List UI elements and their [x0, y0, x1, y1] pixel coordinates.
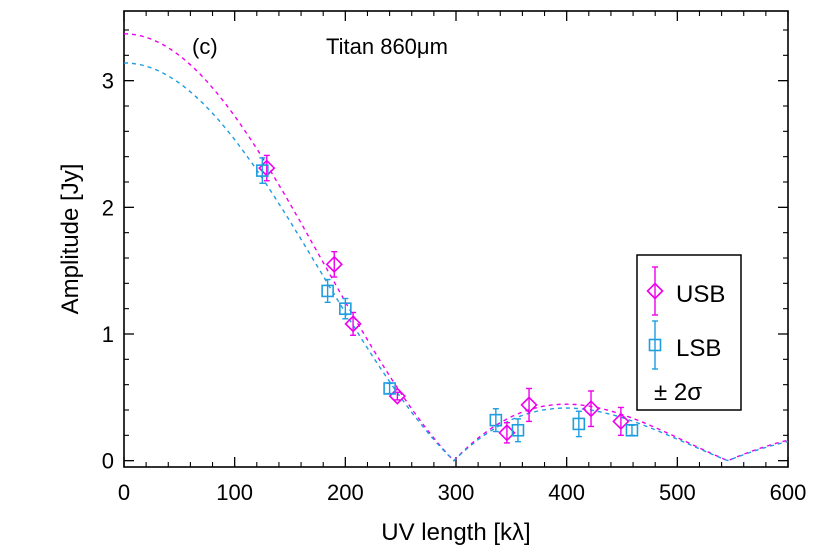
diamond-marker — [520, 396, 538, 414]
chart-title: Titan 860μm — [326, 34, 448, 59]
legend-label-lsb: LSB — [676, 335, 721, 362]
x-tick-label: 400 — [548, 480, 585, 505]
legend-square-marker — [648, 338, 662, 352]
x-tick-label: 600 — [770, 480, 807, 505]
data-point-lsb — [321, 278, 334, 304]
diamond-marker — [612, 412, 630, 431]
square-marker — [572, 417, 586, 431]
square-marker — [625, 423, 639, 437]
data-point-usb — [582, 390, 600, 428]
data-points — [256, 154, 639, 444]
x-axis-title: UV length [kλ] — [381, 519, 530, 546]
square-marker — [256, 164, 269, 177]
x-tick-label: 300 — [438, 480, 475, 505]
data-point-lsb — [256, 157, 269, 184]
legend-symbol-usb — [646, 266, 664, 316]
data-point-usb — [520, 387, 538, 423]
data-point-lsb — [511, 418, 525, 443]
data-point-lsb — [489, 408, 503, 433]
y-tick-label: 1 — [102, 322, 114, 347]
legend: USB LSB ± 2σ — [636, 254, 742, 411]
x-tick-labels: 0 100 200 300 400 500 600 — [118, 480, 806, 505]
legend-label-usb: USB — [676, 281, 725, 308]
axis-ticks — [123, 11, 789, 467]
data-point-lsb — [625, 423, 639, 437]
data-point-usb — [325, 250, 343, 278]
data-point-usb — [388, 387, 406, 405]
diamond-marker — [344, 315, 362, 333]
y-tick-labels: 0 1 2 3 — [102, 69, 114, 474]
data-point-lsb — [572, 410, 586, 438]
model-curve-lsb — [124, 62, 788, 462]
legend-sigma-note: ± 2σ — [654, 379, 702, 406]
y-tick-label: 2 — [102, 195, 114, 220]
panel-label: (c) — [192, 34, 218, 59]
diamond-marker — [325, 255, 343, 273]
data-point-lsb — [339, 297, 352, 320]
legend-diamond-marker — [646, 282, 664, 300]
legend-symbols — [646, 266, 664, 370]
x-tick-label: 200 — [327, 480, 364, 505]
y-axis-title: Amplitude [Jy] — [57, 164, 84, 315]
data-point-lsb — [383, 382, 396, 395]
legend-symbol-lsb — [648, 320, 662, 370]
x-tick-label: 100 — [216, 480, 253, 505]
data-point-usb — [612, 406, 630, 437]
y-tick-label: 3 — [102, 69, 114, 94]
x-tick-label: 0 — [118, 480, 130, 505]
x-tick-label: 500 — [659, 480, 696, 505]
square-marker — [383, 382, 396, 395]
square-marker — [511, 423, 525, 437]
y-tick-label: 0 — [102, 449, 114, 474]
square-marker — [489, 413, 503, 427]
model-curves — [124, 33, 788, 462]
square-marker — [339, 302, 352, 315]
diamond-marker — [582, 400, 600, 418]
square-marker — [321, 284, 334, 298]
